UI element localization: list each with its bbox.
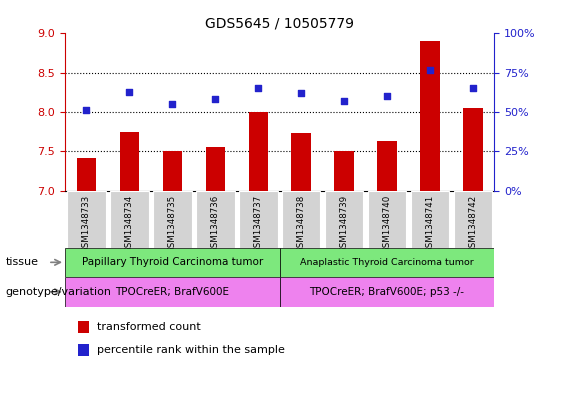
Bar	[280, 277, 494, 307]
Text: GSM1348741: GSM1348741	[425, 195, 434, 253]
Bar	[65, 277, 280, 307]
Bar	[196, 191, 234, 248]
Point	[168, 101, 177, 107]
Point	[125, 88, 134, 95]
Text: genotype/variation: genotype/variation	[6, 287, 112, 297]
Point	[383, 93, 392, 99]
Point	[297, 90, 306, 96]
Text: percentile rank within the sample: percentile rank within the sample	[97, 345, 285, 355]
Bar	[120, 132, 139, 191]
Bar	[454, 191, 492, 248]
Bar	[249, 112, 268, 191]
Bar	[206, 147, 225, 191]
Point	[425, 66, 434, 73]
Bar	[110, 191, 149, 248]
Text: GSM1348738: GSM1348738	[297, 195, 306, 253]
Bar	[463, 108, 483, 191]
Point	[254, 85, 263, 92]
Text: TPOCreER; BrafV600E; p53 -/-: TPOCreER; BrafV600E; p53 -/-	[310, 287, 464, 297]
Bar	[411, 191, 449, 248]
Text: Anaplastic Thyroid Carcinoma tumor: Anaplastic Thyroid Carcinoma tumor	[300, 258, 474, 267]
Bar	[78, 321, 89, 333]
Bar	[282, 191, 320, 248]
Bar	[280, 248, 494, 277]
Bar	[292, 133, 311, 191]
Bar	[325, 191, 363, 248]
Text: GSM1348739: GSM1348739	[340, 195, 349, 253]
Bar	[239, 191, 277, 248]
Point	[82, 107, 91, 114]
Text: GSM1348742: GSM1348742	[468, 195, 477, 253]
Bar	[420, 41, 440, 191]
Text: tissue: tissue	[6, 257, 38, 267]
Bar	[77, 158, 96, 191]
Text: Papillary Thyroid Carcinoma tumor: Papillary Thyroid Carcinoma tumor	[82, 257, 263, 267]
Text: GSM1348736: GSM1348736	[211, 195, 220, 253]
Text: GSM1348734: GSM1348734	[125, 195, 134, 253]
Text: GSM1348737: GSM1348737	[254, 195, 263, 253]
Text: GSM1348740: GSM1348740	[383, 195, 392, 253]
Bar	[78, 343, 89, 356]
Text: TPOCreER; BrafV600E: TPOCreER; BrafV600E	[115, 287, 229, 297]
Point	[468, 85, 477, 92]
Bar	[65, 248, 280, 277]
Point	[211, 96, 220, 103]
Bar	[334, 151, 354, 191]
Point	[340, 98, 349, 104]
Bar	[163, 151, 182, 191]
Bar	[377, 141, 397, 191]
Bar	[368, 191, 406, 248]
Title: GDS5645 / 10505779: GDS5645 / 10505779	[205, 17, 354, 31]
Bar	[67, 191, 106, 248]
Bar	[153, 191, 192, 248]
Text: GSM1348735: GSM1348735	[168, 195, 177, 253]
Text: transformed count: transformed count	[97, 322, 201, 332]
Text: GSM1348733: GSM1348733	[82, 195, 91, 253]
